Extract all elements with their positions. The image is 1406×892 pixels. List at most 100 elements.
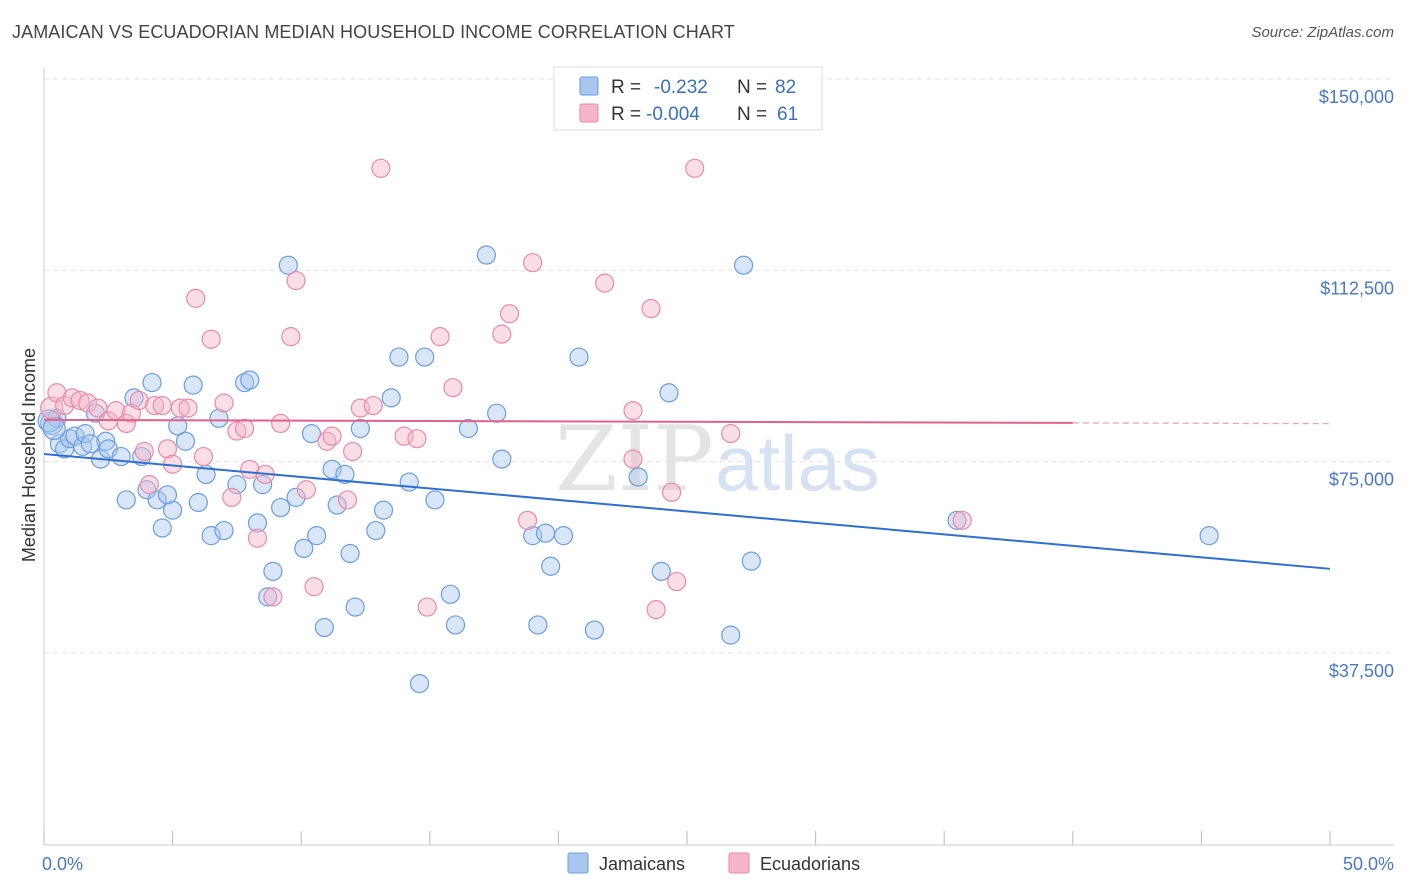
bottom-legend-swatch-ecuadorians [728,852,750,874]
point-ecuadorians-11 [129,390,149,411]
point-jamaicans-48 [350,418,370,439]
grid-lines [44,78,1394,654]
point-jamaicans-18 [147,490,167,510]
point-ecuadorians-26 [235,418,255,439]
point-jamaicans-73 [721,625,741,645]
point-jamaicans-47 [345,597,365,617]
point-ecuadorians-9 [116,413,136,433]
point-ecuadorians-39 [343,441,363,462]
top-legend-box [553,66,823,131]
point-ecuadorians-56 [646,600,666,620]
y-tick-label-2: $112,500 [1320,278,1394,298]
x-tick-label-max: 50.0% [1343,854,1394,874]
point-jamaicans-23 [183,375,203,395]
legend-swatch-ecuadorians [579,103,599,123]
point-jamaicans-59 [458,418,478,439]
trend-line-ecuadorians-extension [1072,422,1331,425]
watermark-atlas: atlas [715,419,880,507]
point-ecuadorians-24 [222,487,242,507]
bottom-legend: Jamaicans Ecuadorians [567,852,860,874]
point-jamaicans-24 [188,492,208,513]
point-jamaicans-50 [373,500,394,520]
point-ecuadorians-12 [134,441,154,462]
point-jamaicans-72 [659,383,679,403]
point-ecuadorians-15 [152,395,172,416]
point-jamaicans-43 [322,459,342,479]
point-jamaicans-81 [157,485,178,505]
bottom-legend-swatch-jamaicans [567,852,589,874]
point-ecuadorians-38 [337,490,358,510]
point-ecuadorians-30 [263,587,283,607]
point-ecuadorians-22 [201,329,221,349]
point-jamaicans-40 [301,424,322,444]
point-jamaicans-61 [487,403,507,423]
point-ecuadorians-42 [371,158,391,178]
point-jamaicans-67 [553,526,574,546]
legend-n-value-jamaicans: 82 [775,77,796,98]
point-ecuadorians-51 [523,253,543,273]
y-axis-title: Median Household Income [19,348,39,562]
point-ecuadorians-47 [443,378,463,398]
point-jamaicans-75 [741,551,761,571]
point-jamaicans-65 [535,523,556,543]
watermark: ZIP atlas [555,407,880,512]
point-ecuadorians-45 [417,597,437,617]
point-jamaicans-68 [569,347,589,367]
x-tick-label-min: 0.0% [42,854,83,874]
point-ecuadorians-21 [193,446,214,467]
point-jamaicans-38 [286,487,306,507]
point-ecuadorians-58 [667,571,687,592]
point-jamaicans-52 [389,347,409,367]
point-ecuadorians-44 [407,429,427,449]
point-jamaicans-69 [584,620,605,640]
point-jamaicans-45 [335,464,355,485]
point-jamaicans-10 [96,431,116,451]
source-label: Source: ZipAtlas.com [1251,24,1394,41]
bottom-legend-label-jamaicans: Jamaicans [599,854,685,874]
point-jamaicans-28 [214,520,234,541]
point-jamaicans-12 [111,446,131,467]
point-ecuadorians-54 [623,449,643,469]
point-jamaicans-41 [307,526,327,546]
point-jamaicans-79 [42,416,66,441]
point-ecuadorians-60 [721,424,741,444]
point-jamaicans-19 [152,518,172,538]
point-jamaicans-36 [271,497,291,518]
point-jamaicans-57 [440,584,460,604]
point-jamaicans-15 [132,446,152,467]
watermark-zip: ZIP [555,407,714,512]
point-ecuadorians-33 [286,270,306,291]
point-ecuadorians-27 [240,459,260,479]
point-jamaicans-66 [541,556,561,576]
point-ecuadorians-19 [178,398,198,418]
point-jamaicans-13 [116,490,136,510]
point-jamaicans-17 [142,372,162,393]
point-jamaicans-60 [476,245,496,265]
point-ecuadorians-14 [144,395,165,416]
point-jamaicans-46 [340,543,360,564]
point-jamaicans-80 [80,434,100,454]
point-jamaicans-29 [227,475,247,495]
point-jamaicans-31 [240,370,260,390]
point-ecuadorians-3 [62,388,82,408]
point-ecuadorians-20 [186,288,206,308]
point-jamaicans-20 [163,500,183,520]
point-ecuadorians-31 [271,413,291,433]
point-jamaicans-32 [247,513,268,533]
y-tick-labels: $37,500 $75,000 $112,500 $150,000 [1319,87,1394,681]
y-tick-label-0: $37,500 [1329,661,1394,681]
point-jamaicans-7 [75,424,95,444]
y-tick-label-1: $75,000 [1329,470,1394,490]
point-ecuadorians-34 [296,480,316,500]
bottom-legend-label-ecuadorians: Ecuadorians [760,854,860,874]
point-ecuadorians-41 [363,395,383,416]
chart-title: JAMAICAN VS ECUADORIAN MEDIAN HOUSEHOLD … [12,22,735,42]
trend-line-ecuadorians [43,418,1073,424]
point-ecuadorians-57 [661,482,682,502]
point-jamaicans-56 [425,490,445,510]
point-jamaicans-77 [1199,526,1219,546]
point-ecuadorians-36 [317,431,337,451]
legend-n-label-ecuadorians: N = [737,104,767,125]
point-ecuadorians-48 [492,324,512,344]
